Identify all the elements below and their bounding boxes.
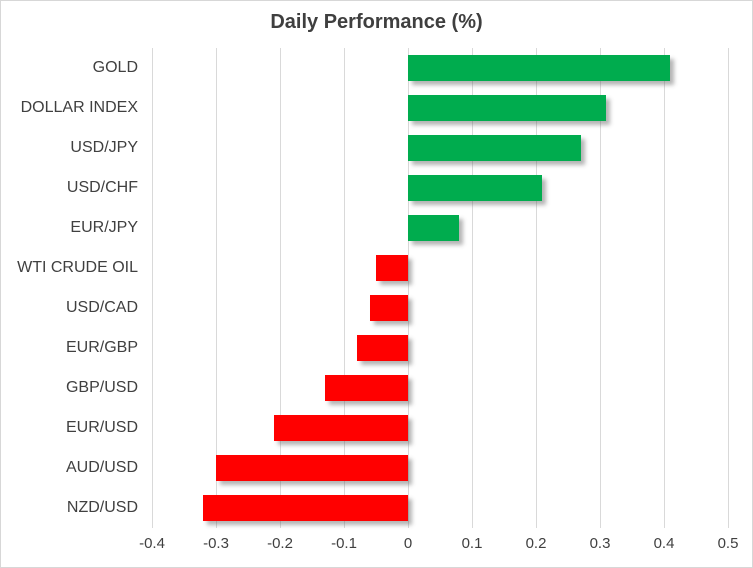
category-label: DOLLAR INDEX [20, 99, 138, 116]
category-label: USD/CHF [66, 179, 138, 196]
bar-row [152, 88, 728, 128]
category-label: GBP/USD [65, 379, 138, 396]
x-axis-tick-label: 0.1 [461, 535, 483, 552]
negative-bar [216, 455, 408, 481]
negative-bar [273, 415, 408, 441]
category-label: WTI CRUDE OIL [17, 259, 138, 276]
positive-bar [408, 55, 671, 81]
x-axis-tick-label: 0 [403, 535, 413, 552]
category-label: AUD/USD [65, 459, 138, 476]
bar-row [152, 288, 728, 328]
category-axis-labels: GOLD DOLLAR INDEX USD/JPY USD/CHF EUR/JPY WTI… [1, 48, 138, 528]
x-axis-tick-labels: -0.4 -0.3 -0.2 -0.1 0 0.1 0.2 0.3 0.4 0.5 [139, 535, 738, 557]
bar-row [152, 248, 728, 288]
bar-row [152, 488, 728, 528]
bar-row [152, 168, 728, 208]
negative-bar [324, 375, 408, 401]
x-axis-tick-label: -0.1 [331, 535, 357, 552]
negative-bar [376, 255, 408, 281]
negative-bar [356, 335, 408, 361]
x-axis-tick-label: -0.4 [139, 535, 165, 552]
category-label: USD/CAD [65, 299, 138, 316]
bar-row [152, 448, 728, 488]
category-label: USD/JPY [70, 139, 138, 156]
bar-row [152, 128, 728, 168]
category-label: NZD/USD [66, 499, 138, 516]
bar-row [152, 48, 728, 88]
category-label: GOLD [92, 59, 138, 76]
category-label: EUR/USD [65, 419, 138, 436]
category-label: EUR/JPY [70, 219, 138, 236]
bar-row [152, 208, 728, 248]
negative-bar [369, 295, 408, 321]
positive-bar [408, 135, 581, 161]
positive-bar [408, 215, 460, 241]
bar-row [152, 328, 728, 368]
category-label: EUR/GBP [65, 339, 138, 356]
bar-row [152, 368, 728, 408]
x-axis-tick-label: 0.3 [589, 535, 611, 552]
negative-bar [203, 495, 408, 521]
plot-area [152, 48, 729, 528]
bar-row [152, 408, 728, 448]
x-axis-tick-label: 0.5 [717, 535, 739, 552]
positive-bar [408, 175, 543, 201]
x-axis-tick-label: 0.2 [525, 535, 547, 552]
chart-title: Daily Performance (%) [270, 11, 483, 33]
x-axis-tick-label: 0.4 [653, 535, 675, 552]
x-axis-tick-label: -0.3 [203, 535, 229, 552]
x-axis-tick-label: -0.2 [267, 535, 293, 552]
positive-bar [408, 95, 607, 121]
